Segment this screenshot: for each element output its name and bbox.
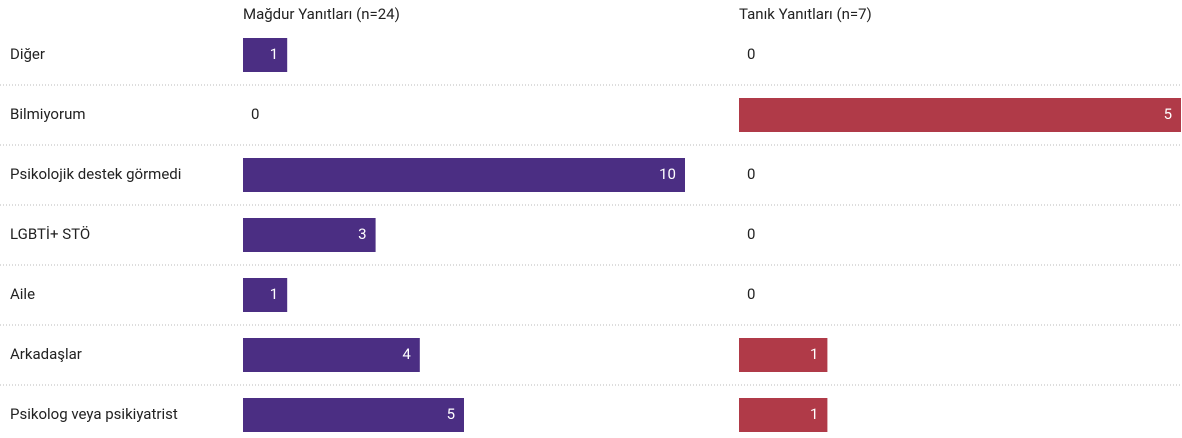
bar [243, 338, 420, 372]
value-label: 0 [747, 165, 755, 183]
bar [243, 38, 288, 72]
value-label: 5 [447, 405, 455, 423]
category-label: Diğer [10, 45, 45, 63]
category-label: Bilmiyorum [10, 105, 86, 123]
category-label: Psikolojik destek görmedi [10, 165, 181, 183]
bar [739, 398, 828, 432]
bar [243, 398, 464, 432]
bar [243, 278, 288, 312]
bar [739, 98, 1181, 132]
category-label: Psikolog veya psikiyatrist [10, 405, 178, 423]
category-label: LGBTİ+ STÖ [10, 225, 90, 243]
bar [243, 218, 376, 252]
value-label: 3 [358, 225, 366, 243]
value-label: 4 [402, 345, 411, 363]
value-label: 1 [270, 45, 278, 63]
value-label: 5 [1164, 105, 1172, 123]
value-label: 0 [251, 105, 259, 123]
category-label: Arkadaşlar [10, 345, 82, 363]
value-label: 1 [810, 405, 818, 423]
category-label: Aile [10, 285, 35, 303]
value-label: 1 [810, 345, 818, 363]
value-label: 0 [747, 285, 755, 303]
panel-title: Tanık Yanıtları (n=7) [739, 5, 872, 23]
bar [739, 338, 828, 372]
value-label: 0 [747, 225, 755, 243]
value-label: 10 [659, 165, 676, 183]
panel-title: Mağdur Yanıtları (n=24) [243, 5, 400, 23]
bar [243, 158, 685, 192]
value-label: 0 [747, 45, 755, 63]
value-label: 1 [270, 285, 278, 303]
